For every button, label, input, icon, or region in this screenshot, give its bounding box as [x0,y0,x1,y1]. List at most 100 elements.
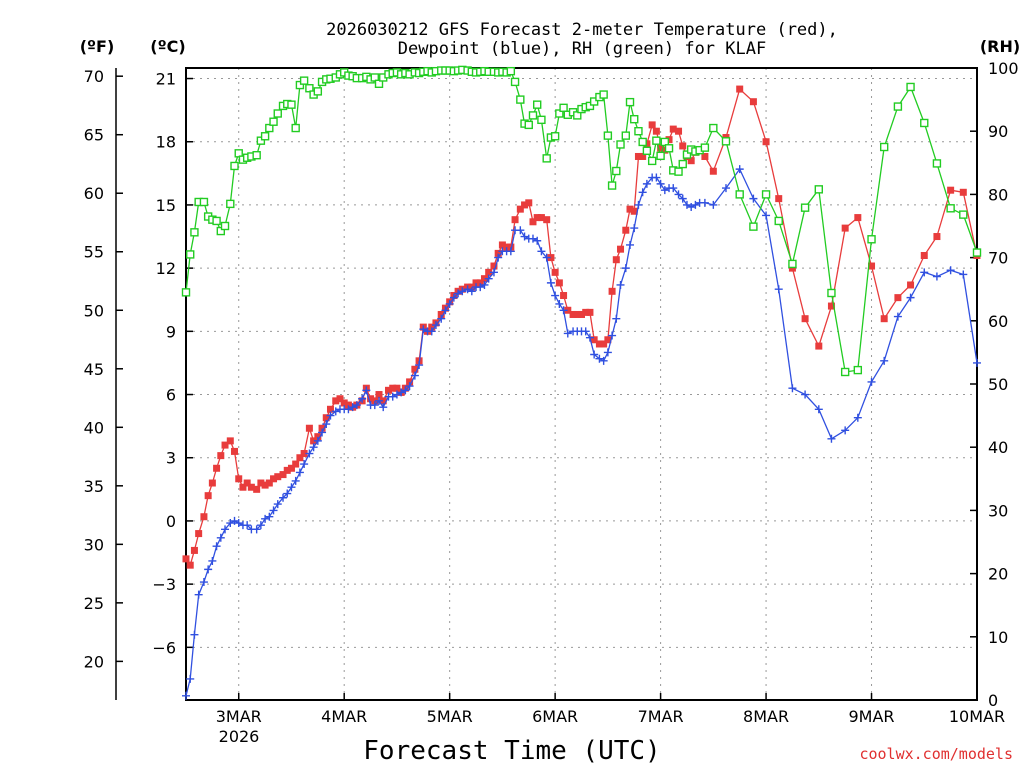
chart-title-line-1: 2026030212 GFS Forecast 2-meter Temperat… [326,20,838,40]
temperature-point [367,395,375,403]
temperature-point [322,414,330,422]
rh-tick-label: 60 [988,312,1008,331]
dewpoint-point [445,299,454,308]
temperature-point [279,471,287,479]
temperature-point [494,249,502,257]
temperature-point [336,395,344,403]
temperature-point [371,397,379,405]
rh-tick-label: 100 [988,59,1019,78]
dewpoint-point [243,521,252,530]
rh-point [533,100,542,109]
dewpoint-point [291,476,300,485]
temperature-point [498,241,506,249]
dewpoint-point [932,272,941,281]
temperature-line [185,88,978,566]
rh-tick-label: 10 [988,628,1008,647]
dewpoint-point [234,519,243,528]
celsius-unit-label: (ºC) [150,37,185,56]
dewpoint-point [700,198,709,207]
temperature-point [788,264,796,272]
dewpoint-point [467,287,476,296]
axes: 3MAR 4MAR 5MAR 6MAR 7MAR 8MAR 9MAR 10MAR 21 18 15 1… [84,59,1019,726]
temperature-point [775,195,783,203]
temperature-point [665,136,673,144]
year-label: 2026 [219,727,260,746]
temperature-point [815,342,823,350]
rh-point [652,136,661,145]
rh-point [573,111,582,120]
dewpoint-point [375,396,384,405]
rh-point [814,185,823,194]
dewpoint-point [463,285,472,294]
temperature-point [195,530,203,538]
dewpoint-point [358,394,367,403]
x-tick-label: 7MAR [638,707,684,726]
rh-point [906,82,915,92]
dewpoint-point [300,460,309,469]
temperature-point [590,336,598,344]
rh-point [959,210,968,219]
rh-point [555,109,564,118]
temperature-point [612,256,620,264]
rh-point [920,118,929,128]
temperature-point [226,437,234,445]
rh-point [932,159,942,168]
rh-point [305,84,314,93]
rh-point [234,149,243,158]
rh-point [709,123,718,133]
dewpoint-point [801,390,810,399]
dewpoint-point [691,200,700,209]
dewpoint-point [221,525,230,534]
dewpoint-point [669,184,678,193]
rh-series [181,65,982,377]
rh-tick-label: 20 [988,565,1008,584]
dewpoint-point [397,388,406,397]
dewpoint-point [388,392,397,401]
celsius-tick-label: 21 [156,70,176,89]
temperature-point [340,399,348,407]
rh-point [550,132,560,141]
dewpoint-point [528,234,537,243]
credit-label: coolwx.com/models [859,745,1013,763]
temperature-point [511,216,519,224]
rh-point [749,222,758,231]
dewpoint-point [352,401,361,410]
rh-point [599,90,608,99]
temperature-point [569,310,577,318]
temperature-point [468,283,476,291]
celsius-tick-label: −3 [152,575,176,594]
rh-tick-label: 40 [988,438,1008,457]
dewpoint-point [735,165,744,174]
dewpoint-point [612,314,621,323]
temperature-point [292,460,300,468]
temperature-point [868,262,876,270]
dewpoint-point [603,348,612,357]
dewpoint-point [595,354,604,363]
temperature-point [749,98,757,106]
dewpoint-point [537,247,546,256]
fahrenheit-tick-label: 65 [84,126,104,145]
temperature-series [182,85,981,569]
dewpoint-point [305,449,314,458]
rh-point [788,259,797,269]
temperature-point [933,233,941,241]
fahrenheit-unit-label: (ºF) [80,37,115,56]
dewpoint-point [480,280,489,289]
rh-tick-label: 80 [988,185,1008,204]
fahrenheit-tick-label: 50 [84,301,104,320]
fahrenheit-tick-label: 45 [84,360,104,379]
dewpoint-point [563,329,572,338]
dewpoint-point [230,516,239,525]
temperature-point [617,245,625,253]
temperature-point [573,310,581,318]
temperature-point [907,281,915,289]
rh-point [186,250,195,259]
dewpoint-point [788,384,797,393]
temperature-point [679,142,687,150]
rh-point [827,288,836,298]
dewpoint-point [581,327,590,336]
dewpoint-point [344,405,353,414]
dewpoint-point [973,358,981,367]
rh-point [313,87,323,96]
rh-point [634,126,643,136]
